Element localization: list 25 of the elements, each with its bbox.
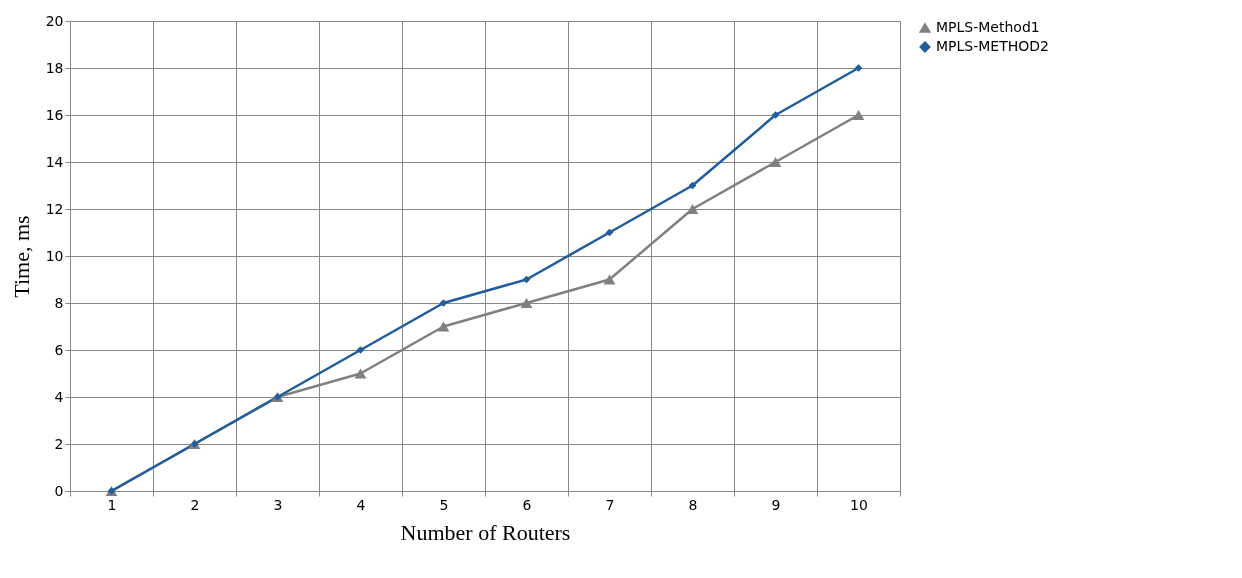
x-tick-label: 4 [356, 496, 366, 513]
y-tick-label: 18 [45, 59, 64, 76]
y-axis-title: Time, ms [8, 215, 34, 298]
x-tick-label: 1 [107, 496, 117, 513]
x-tick-label: 5 [439, 496, 449, 513]
y-tick-label: 16 [45, 106, 64, 123]
legend-label: MPLS-METHOD2 [936, 38, 1049, 54]
x-tick-label: 6 [522, 496, 532, 513]
x-tick-label: 8 [688, 496, 698, 513]
x-axis-title: Number of Routers [400, 519, 571, 545]
x-tick-label: 9 [771, 496, 781, 513]
x-tick-label: 10 [850, 496, 868, 513]
x-tick-label: 7 [605, 496, 615, 513]
y-tick-label: 14 [45, 153, 64, 170]
y-tick-label: 6 [54, 341, 64, 358]
y-tick-label: 20 [45, 12, 64, 29]
y-tick-label: 4 [54, 388, 64, 405]
x-tick-label: 3 [273, 496, 283, 513]
y-tick-label: 10 [45, 247, 64, 264]
y-tick-label: 8 [54, 294, 64, 311]
legend-label: MPLS-Method1 [936, 19, 1040, 35]
y-tick-label: 0 [54, 482, 64, 499]
y-tick-label: 2 [54, 435, 64, 452]
x-tick-label: 2 [190, 496, 200, 513]
y-tick-label: 12 [45, 200, 64, 217]
